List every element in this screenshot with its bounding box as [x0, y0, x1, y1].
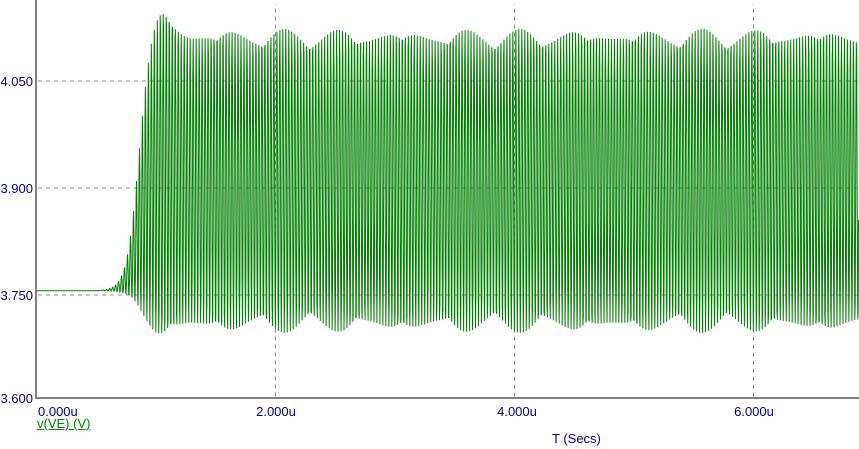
- x-axis-title: T (Secs): [552, 431, 601, 446]
- x-tick-label-4u: 4.000u: [497, 404, 537, 419]
- y-tick-label-3900: 3.900: [0, 181, 33, 196]
- y-tick-label-4050: 4.050: [0, 74, 33, 89]
- y-tick-label-3750: 3.750: [0, 288, 33, 303]
- x-tick-label-6u: 6.000u: [734, 404, 774, 419]
- y-tick-label-3600: 3.600: [0, 391, 33, 406]
- x-tick-label-0u: 0.000u: [38, 404, 78, 419]
- waveform-trace-vve: [36, 14, 859, 334]
- x-tick-label-2u: 2.000u: [256, 404, 296, 419]
- trace-legend-vve[interactable]: v(VE) (V): [37, 416, 91, 431]
